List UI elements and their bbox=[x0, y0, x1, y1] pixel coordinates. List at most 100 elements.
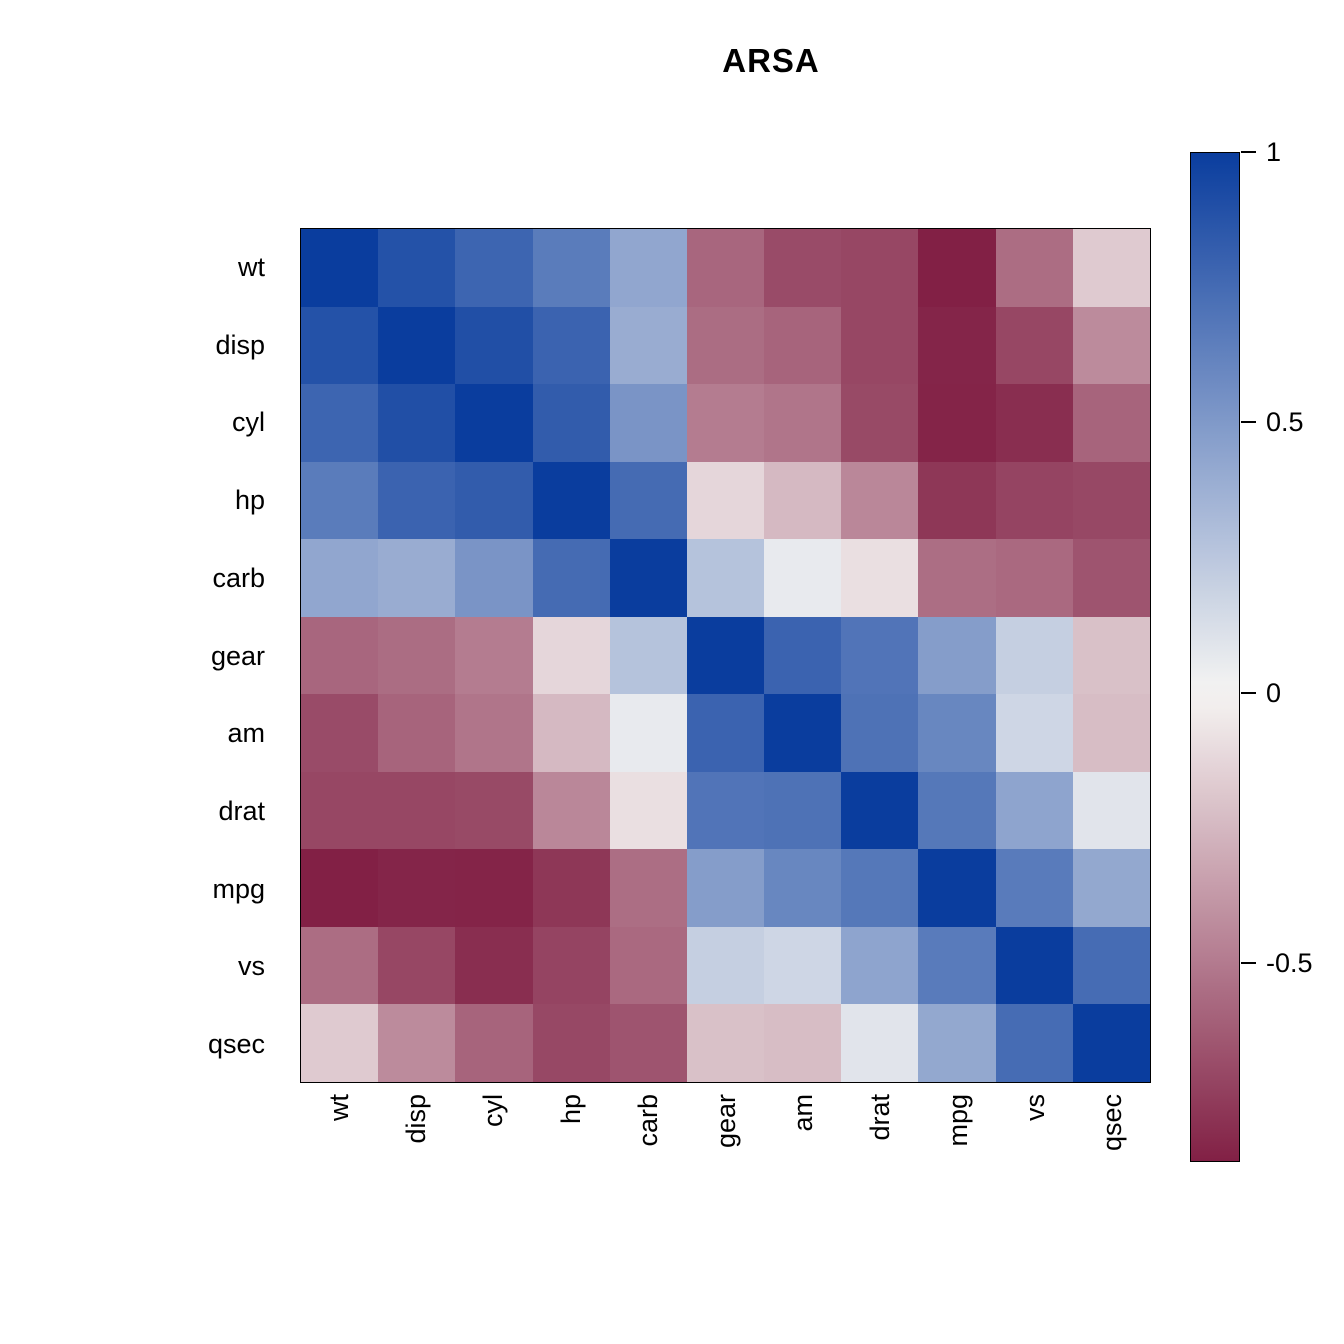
heatmap-cell bbox=[995, 306, 1073, 385]
heatmap-cell bbox=[918, 694, 996, 772]
heatmap-cell bbox=[995, 849, 1073, 927]
heatmap-cell bbox=[609, 926, 687, 1005]
heatmap-cell bbox=[686, 306, 765, 385]
heatmap-cell bbox=[532, 539, 610, 617]
heatmap-cell bbox=[1072, 306, 1150, 385]
x-axis-label: vs bbox=[1019, 1094, 1050, 1121]
heatmap-cell bbox=[995, 229, 1073, 307]
y-axis-label: wt bbox=[238, 251, 265, 282]
heatmap-cell bbox=[995, 384, 1073, 462]
y-axis-label: qsec bbox=[207, 1029, 265, 1060]
heatmap-cell bbox=[455, 306, 533, 385]
heatmap-cell bbox=[1072, 771, 1150, 850]
heatmap-cell bbox=[841, 461, 919, 540]
heatmap-cell bbox=[841, 694, 919, 772]
heatmap-cell bbox=[301, 1004, 379, 1082]
heatmap-cell bbox=[609, 694, 687, 772]
heatmap-cell bbox=[455, 461, 533, 540]
colorbar-gradient bbox=[1191, 153, 1239, 1161]
heatmap-cell bbox=[301, 771, 379, 850]
x-axis-label: am bbox=[787, 1094, 818, 1132]
heatmap-cell bbox=[455, 1004, 533, 1082]
heatmap-cell bbox=[378, 771, 456, 850]
colorbar-tick bbox=[1241, 151, 1256, 153]
heatmap-cell bbox=[764, 694, 842, 772]
heatmap-cell bbox=[1072, 694, 1150, 772]
heatmap-cell bbox=[686, 229, 765, 307]
heatmap-cell bbox=[995, 771, 1073, 850]
heatmap-cell bbox=[609, 1004, 687, 1082]
heatmap-cell bbox=[455, 694, 533, 772]
heatmap-cell bbox=[918, 539, 996, 617]
heatmap-cell bbox=[378, 539, 456, 617]
heatmap-cell bbox=[455, 616, 533, 695]
y-axis-label: disp bbox=[215, 329, 265, 360]
y-axis-label: drat bbox=[218, 795, 265, 826]
x-axis-label: qsec bbox=[1097, 1094, 1128, 1152]
heatmap-cell bbox=[532, 926, 610, 1005]
heatmap-cell bbox=[841, 616, 919, 695]
heatmap-cell bbox=[378, 694, 456, 772]
heatmap-cell bbox=[764, 229, 842, 307]
heatmap-cell bbox=[841, 539, 919, 617]
heatmap-cell bbox=[918, 771, 996, 850]
heatmap-cell bbox=[378, 926, 456, 1005]
heatmap-cell bbox=[1072, 539, 1150, 617]
heatmap-cell bbox=[686, 926, 765, 1005]
heatmap-cell bbox=[1072, 616, 1150, 695]
heatmap-cell bbox=[532, 461, 610, 540]
heatmap-cell bbox=[1072, 384, 1150, 462]
heatmap-cell bbox=[841, 1004, 919, 1082]
heatmap-cell bbox=[764, 616, 842, 695]
x-axis-label: cyl bbox=[478, 1094, 509, 1127]
heatmap-cell bbox=[764, 1004, 842, 1082]
heatmap-cell bbox=[532, 616, 610, 695]
heatmap-cell bbox=[764, 926, 842, 1005]
heatmap-cell bbox=[609, 229, 687, 307]
heatmap-cell bbox=[686, 384, 765, 462]
heatmap-cell bbox=[686, 616, 765, 695]
heatmap-cell bbox=[301, 694, 379, 772]
heatmap-cell bbox=[301, 384, 379, 462]
colorbar-tick bbox=[1241, 421, 1256, 424]
heatmap-cell bbox=[841, 771, 919, 850]
heatmap-cell bbox=[378, 229, 456, 307]
heatmap-cell bbox=[918, 849, 996, 927]
x-axis-label: gear bbox=[710, 1094, 741, 1149]
heatmap-cell bbox=[995, 926, 1073, 1005]
heatmap-cell bbox=[532, 1004, 610, 1082]
heatmap-cell bbox=[764, 461, 842, 540]
heatmap-cell bbox=[609, 616, 687, 695]
heatmap-cell bbox=[841, 926, 919, 1005]
heatmap-cell bbox=[455, 229, 533, 307]
y-axis-label: gear bbox=[210, 640, 265, 671]
heatmap-cell bbox=[764, 849, 842, 927]
heatmap-cell bbox=[995, 694, 1073, 772]
heatmap-cell bbox=[609, 771, 687, 850]
heatmap-cell bbox=[918, 1004, 996, 1082]
y-axis-label: mpg bbox=[212, 873, 265, 904]
heatmap-cell bbox=[301, 539, 379, 617]
heatmap-cell bbox=[686, 461, 765, 540]
heatmap-cell bbox=[378, 306, 456, 385]
heatmap-cell bbox=[455, 849, 533, 927]
chart-title: ARSA bbox=[722, 42, 820, 79]
heatmap-cell bbox=[995, 539, 1073, 617]
colorbar-tick-label: 0.5 bbox=[1266, 407, 1304, 438]
heatmap-cell bbox=[918, 461, 996, 540]
heatmap-cell bbox=[378, 849, 456, 927]
heatmap-cell bbox=[764, 771, 842, 850]
heatmap bbox=[300, 228, 1151, 1083]
heatmap-cell bbox=[686, 694, 765, 772]
heatmap-cell bbox=[686, 771, 765, 850]
heatmap-cell bbox=[918, 616, 996, 695]
y-axis-label: am bbox=[227, 718, 265, 749]
x-axis-label: carb bbox=[633, 1094, 664, 1147]
heatmap-cell bbox=[301, 849, 379, 927]
heatmap-cell bbox=[1072, 1004, 1150, 1082]
heatmap-cell bbox=[1072, 926, 1150, 1005]
heatmap-cell bbox=[455, 771, 533, 850]
colorbar-tick-label: 0 bbox=[1266, 677, 1282, 708]
heatmap-cell bbox=[532, 306, 610, 385]
colorbar-tick bbox=[1241, 691, 1256, 694]
